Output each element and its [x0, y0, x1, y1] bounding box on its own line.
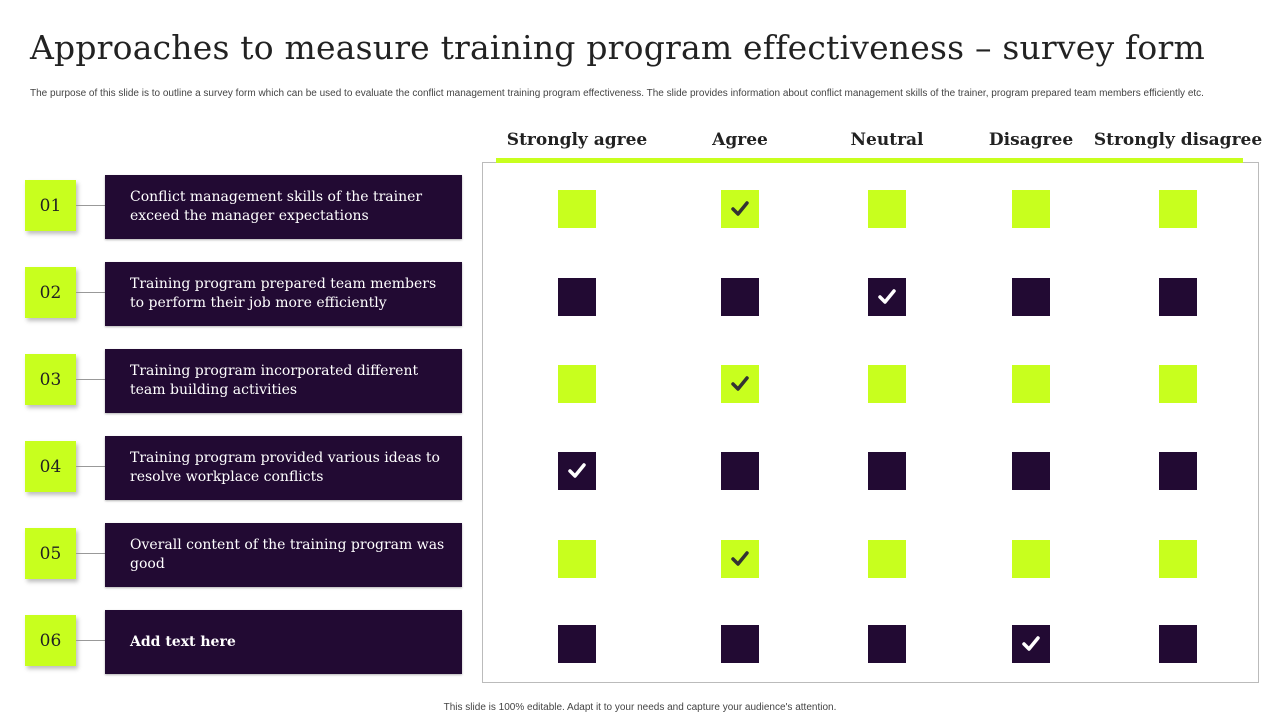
checkmark-icon [1022, 636, 1040, 651]
statement-text: Add text here [130, 633, 236, 650]
connector-line [76, 292, 105, 293]
statement-box: Training program incorporated different … [105, 349, 462, 413]
survey-panel [482, 162, 1259, 683]
row-number-badge: 06 [25, 615, 76, 666]
response-checkbox[interactable] [1012, 190, 1050, 228]
column-header: Neutral [850, 130, 924, 150]
row-number-badge: 03 [25, 354, 76, 405]
connector-line [76, 379, 105, 380]
response-checkbox[interactable] [868, 365, 906, 403]
response-checkbox[interactable] [721, 190, 759, 228]
response-checkbox[interactable] [1159, 190, 1197, 228]
connector-line [76, 466, 105, 467]
response-checkbox[interactable] [721, 625, 759, 663]
response-checkbox[interactable] [1012, 452, 1050, 490]
column-header: Agree [712, 130, 768, 150]
response-checkbox[interactable] [868, 452, 906, 490]
row-number-badge: 05 [25, 528, 76, 579]
response-checkbox[interactable] [1159, 278, 1197, 316]
response-checkbox[interactable] [868, 625, 906, 663]
column-header: Disagree [988, 130, 1074, 150]
column-header: Strongly disagree [1093, 130, 1263, 150]
response-checkbox[interactable] [868, 190, 906, 228]
statement-box: Add text here [105, 610, 462, 674]
response-checkbox[interactable] [868, 278, 906, 316]
response-checkbox[interactable] [558, 452, 596, 490]
checkmark-icon [878, 289, 896, 304]
response-checkbox[interactable] [558, 625, 596, 663]
statement-box: Training program prepared team members t… [105, 262, 462, 326]
response-checkbox[interactable] [558, 365, 596, 403]
response-checkbox[interactable] [721, 365, 759, 403]
row-number-badge: 02 [25, 267, 76, 318]
column-header: Strongly agree [506, 130, 648, 150]
response-checkbox[interactable] [721, 540, 759, 578]
statement-box: Training program provided various ideas … [105, 436, 462, 500]
response-checkbox[interactable] [558, 540, 596, 578]
statement-text: Overall content of the training program … [130, 537, 445, 572]
statement-text: Training program prepared team members t… [130, 276, 437, 311]
response-checkbox[interactable] [1159, 625, 1197, 663]
row-number-badge: 04 [25, 441, 76, 492]
checkmark-icon [731, 201, 749, 216]
checkmark-icon [568, 463, 586, 478]
response-checkbox[interactable] [1012, 540, 1050, 578]
response-checkbox[interactable] [1012, 625, 1050, 663]
response-checkbox[interactable] [1012, 278, 1050, 316]
checkmark-icon [731, 376, 749, 391]
response-checkbox[interactable] [1159, 540, 1197, 578]
connector-line [76, 640, 105, 641]
page-title: Approaches to measure training program e… [30, 28, 1205, 67]
header-underline [496, 158, 1243, 163]
response-checkbox[interactable] [1159, 452, 1197, 490]
statement-box: Overall content of the training program … [105, 523, 462, 587]
response-checkbox[interactable] [721, 452, 759, 490]
connector-line [76, 205, 105, 206]
footer-note: This slide is 100% editable. Adapt it to… [443, 702, 837, 713]
statement-text: Conflict management skills of the traine… [130, 189, 423, 224]
statement-box: Conflict management skills of the traine… [105, 175, 462, 239]
connector-line [76, 553, 105, 554]
statement-text: Training program incorporated different … [130, 363, 419, 398]
row-number-badge: 01 [25, 180, 76, 231]
description: The purpose of this slide is to outline … [30, 88, 1204, 99]
response-checkbox[interactable] [868, 540, 906, 578]
checkmark-icon [731, 551, 749, 566]
response-checkbox[interactable] [721, 278, 759, 316]
response-checkbox[interactable] [1159, 365, 1197, 403]
response-checkbox[interactable] [558, 190, 596, 228]
response-checkbox[interactable] [558, 278, 596, 316]
statement-text: Training program provided various ideas … [130, 450, 440, 485]
response-checkbox[interactable] [1012, 365, 1050, 403]
